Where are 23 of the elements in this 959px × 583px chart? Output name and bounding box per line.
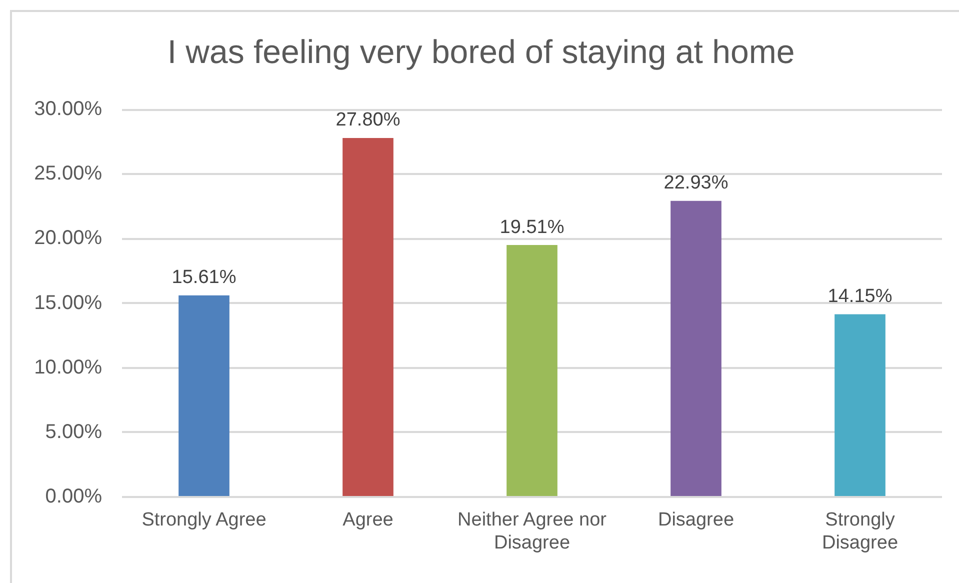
chart-title: I was feeling very bored of staying at home — [167, 32, 795, 70]
y-tick-label: 10.00% — [34, 356, 102, 378]
data-label: 19.51% — [500, 216, 564, 238]
x-tick-label: Disagree — [658, 510, 734, 531]
y-tick-label: 30.00% — [34, 98, 102, 120]
data-label: 15.61% — [172, 267, 236, 288]
bar — [178, 295, 230, 496]
x-tick-label: Strongly Disagree — [822, 510, 898, 554]
x-tick-label: Strongly Agree — [142, 510, 266, 531]
bar — [670, 200, 722, 496]
x-tick-label: Agree — [342, 510, 394, 531]
y-tick-label: 25.00% — [34, 162, 102, 185]
data-label: 27.80% — [336, 110, 400, 131]
bar — [834, 314, 886, 496]
x-tick-label: Neither Agree nor Disagree — [458, 510, 608, 554]
y-tick-label: 15.00% — [34, 292, 102, 314]
y-tick-label: 0.00% — [45, 486, 102, 508]
bar — [342, 138, 394, 496]
bar — [506, 245, 558, 496]
data-label: 14.15% — [828, 286, 892, 308]
y-tick-label: 20.00% — [34, 227, 102, 250]
data-label: 22.93% — [664, 172, 728, 194]
y-tick-label: 5.00% — [45, 420, 102, 443]
